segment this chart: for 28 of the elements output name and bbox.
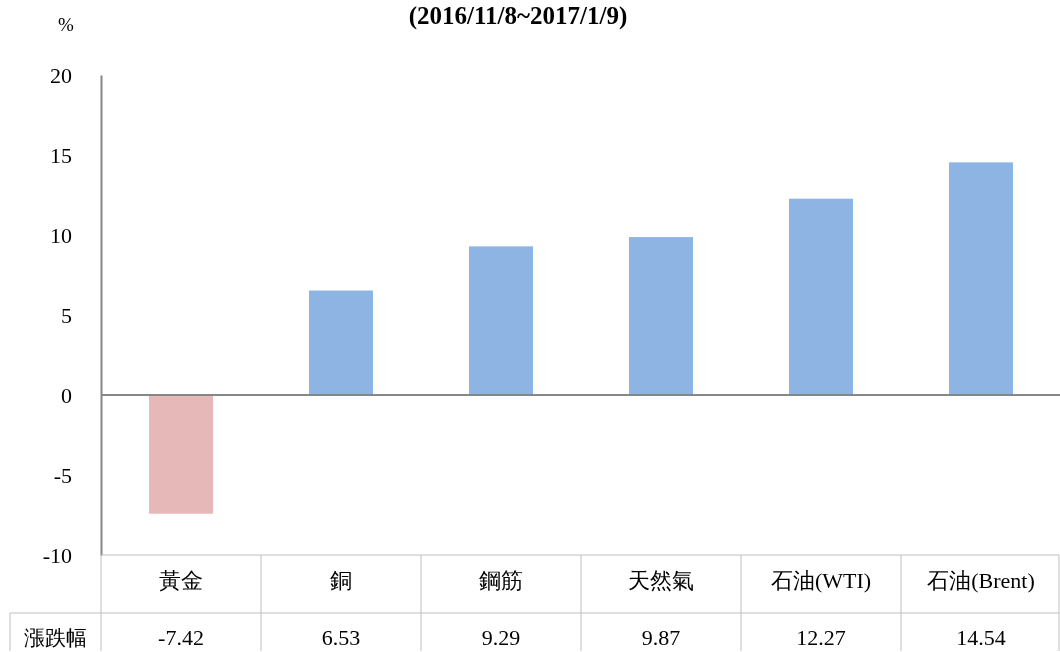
text: 漲跌幅: [24, 626, 87, 650]
y-tick-label: 0: [61, 382, 72, 408]
y-axis-title: %: [58, 14, 75, 35]
data-label: 14.54: [956, 625, 1006, 650]
x-tick-label: 石油(Brent): [927, 567, 1035, 593]
y-tick-label: 5: [61, 302, 72, 328]
data-label: 9.29: [481, 625, 521, 650]
x-tick-label: 石油(WTI): [770, 567, 872, 593]
y-tick-label: -5: [53, 462, 72, 488]
chart-title: (2016/11/8~2017/1/9): [408, 2, 628, 30]
data-label: -7.42: [158, 625, 204, 650]
y-tick-label: 15: [50, 142, 72, 168]
x-tick-label: 黃金: [159, 567, 203, 593]
data-label: 9.87: [641, 625, 681, 650]
data-label: 6.53: [321, 625, 361, 650]
x-tick-label: 鋼筋: [479, 567, 523, 593]
bar: [149, 395, 213, 514]
bar: [469, 246, 533, 395]
y-tick-label: -10: [42, 542, 72, 568]
x-tick-label: 銅: [330, 567, 352, 593]
bar: [629, 237, 693, 395]
y-tick-label: 10: [50, 222, 72, 248]
y-tick-label: 20: [50, 62, 72, 88]
bar: [789, 198, 853, 395]
data-label: 12.27: [796, 625, 846, 650]
x-tick-label: 天然氣: [628, 567, 694, 593]
bar: [949, 162, 1013, 395]
bar: [309, 290, 373, 395]
